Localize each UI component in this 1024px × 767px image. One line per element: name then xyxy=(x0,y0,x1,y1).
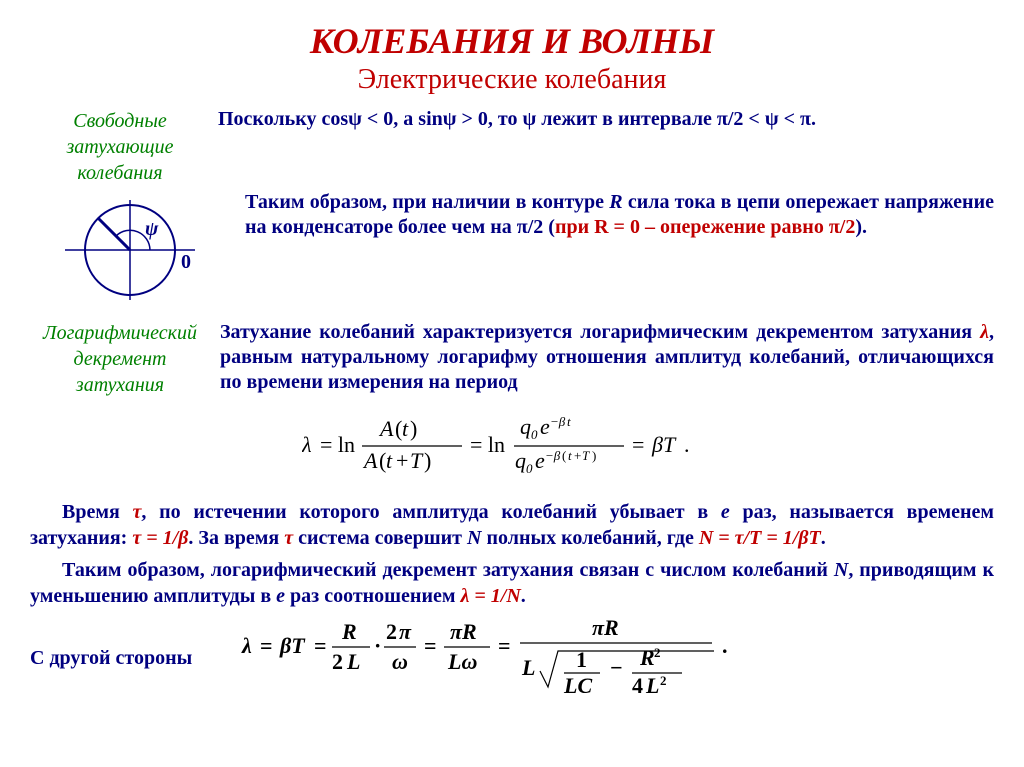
subtitle: Электрические колебания xyxy=(30,64,994,96)
svg-text:=: = xyxy=(260,633,273,658)
svg-text:= ln: = ln xyxy=(470,432,505,457)
p3-N: N xyxy=(467,527,481,549)
p1-a: Таким образом, при наличии в контуре xyxy=(245,191,609,213)
svg-text:L: L xyxy=(346,649,360,674)
svg-text:+: + xyxy=(574,448,581,463)
p4-eq: λ = 1/N xyxy=(460,585,520,607)
svg-text:λ: λ xyxy=(302,432,312,457)
svg-text:e: e xyxy=(535,448,545,473)
paragraph-4: Таким образом, логарифмический декремент… xyxy=(30,557,994,609)
svg-text:LC: LC xyxy=(563,673,592,698)
p3-b: , по истечении которого амплитуда колеба… xyxy=(141,501,720,523)
svg-text:R: R xyxy=(341,619,357,644)
svg-text:t: t xyxy=(568,448,572,463)
p4-c: раз соотношением xyxy=(285,585,460,607)
svg-text:βT: βT xyxy=(651,432,677,457)
last-label: С другой стороны xyxy=(30,647,202,670)
p3-e2: система совершит xyxy=(293,527,467,549)
svg-text:): ) xyxy=(410,416,417,441)
p3-d: . За время xyxy=(188,527,284,549)
svg-text:4: 4 xyxy=(632,673,643,698)
p2-lam: λ xyxy=(980,321,989,343)
p3-tau2: τ xyxy=(284,527,293,549)
p3-e: e xyxy=(721,501,730,523)
side-label-1: Свободные затухающие колебания xyxy=(30,108,210,186)
svg-text:): ) xyxy=(424,448,431,473)
svg-text:πR: πR xyxy=(592,615,619,640)
paragraph-2: Затухание колебаний характеризуется лога… xyxy=(210,320,994,395)
p1-pi2: π/2 xyxy=(517,216,544,238)
svg-text:βT: βT xyxy=(279,633,306,658)
p1-c: ( xyxy=(543,216,555,238)
svg-text:ω: ω xyxy=(392,649,408,674)
main-title: КОЛЕБАНИЯ И ВОЛНЫ xyxy=(30,20,994,62)
svg-text:t: t xyxy=(386,448,393,473)
svg-text:−: − xyxy=(610,655,623,680)
svg-text:q: q xyxy=(515,448,526,473)
p1-e: ). xyxy=(855,216,867,238)
p3-eq1: τ = 1/β xyxy=(132,527,188,549)
p4-d: . xyxy=(521,585,526,607)
intro-line: Поскольку cosψ < 0, а sinψ > 0, то ψ леж… xyxy=(210,108,994,131)
svg-text:=: = xyxy=(424,633,437,658)
paragraph-1: Таким образом, при наличии в контуре R с… xyxy=(230,190,994,240)
formula-lambda-full: λ = βT = R 2L · 2π ω = πR Lω = πR L xyxy=(202,615,762,701)
svg-text:πR: πR xyxy=(450,619,477,644)
svg-text:(: ( xyxy=(562,448,566,463)
svg-text:t: t xyxy=(402,416,409,441)
p4-N: N xyxy=(834,559,848,581)
svg-text:t: t xyxy=(567,414,571,429)
svg-text:−β: −β xyxy=(545,448,561,463)
zero-label: 0 xyxy=(181,251,191,273)
p4-a: Таким образом, логарифмический декремент… xyxy=(62,559,834,581)
svg-text:L: L xyxy=(521,655,535,680)
svg-text:=: = xyxy=(498,633,511,658)
svg-text:2: 2 xyxy=(654,645,661,660)
p1-R: R xyxy=(609,191,622,213)
p3-g: . xyxy=(821,527,826,549)
p3-a: Время xyxy=(62,501,133,523)
svg-text:0: 0 xyxy=(531,427,538,442)
p1-red: при R = 0 – опережение равно π/2 xyxy=(555,216,855,238)
svg-text:.: . xyxy=(684,432,690,457)
p2-a: Затухание колебаний характеризуется лога… xyxy=(220,321,980,343)
paragraph-3: Время τ , по истечении которого амплитуда… xyxy=(30,499,994,551)
svg-text:Lω: Lω xyxy=(447,649,477,674)
svg-text:=: = xyxy=(314,633,327,658)
svg-text:=: = xyxy=(632,432,644,457)
svg-text:L: L xyxy=(645,673,659,698)
svg-text:e: e xyxy=(540,414,550,439)
formula-lambda: λ = ln A(t) A(t+T) = ln q0e−βt q0e−β(t+T… xyxy=(30,410,994,487)
svg-text:2: 2 xyxy=(660,673,667,688)
svg-text:A: A xyxy=(378,416,394,441)
svg-text:−β: −β xyxy=(550,414,566,429)
svg-text:+: + xyxy=(396,448,408,473)
phase-circle-diagram: ψ 0 xyxy=(30,190,230,310)
p3-eq2: N = τ/T = 1/βT xyxy=(699,527,821,549)
svg-text:·: · xyxy=(374,633,381,658)
svg-text:.: . xyxy=(722,633,728,658)
svg-text:π: π xyxy=(399,619,412,644)
svg-text:): ) xyxy=(592,448,596,463)
svg-text:R: R xyxy=(639,645,655,670)
svg-text:T: T xyxy=(582,448,590,463)
svg-text:A: A xyxy=(362,448,378,473)
svg-text:2: 2 xyxy=(332,649,343,674)
svg-text:= ln: = ln xyxy=(320,432,355,457)
psi-label: ψ xyxy=(145,218,159,240)
p3-f: полных колебаний, где xyxy=(481,527,698,549)
svg-text:1: 1 xyxy=(576,647,587,672)
svg-text:0: 0 xyxy=(526,461,533,476)
side-label-2: Логарифмический декремент затухания xyxy=(30,320,210,398)
p4-e: e xyxy=(276,585,285,607)
svg-text:q: q xyxy=(520,414,531,439)
svg-text:T: T xyxy=(410,448,424,473)
svg-text:2: 2 xyxy=(386,619,397,644)
svg-text:λ: λ xyxy=(241,633,252,658)
last-line: С другой стороны λ = βT = R 2L · 2π ω = … xyxy=(30,615,994,701)
